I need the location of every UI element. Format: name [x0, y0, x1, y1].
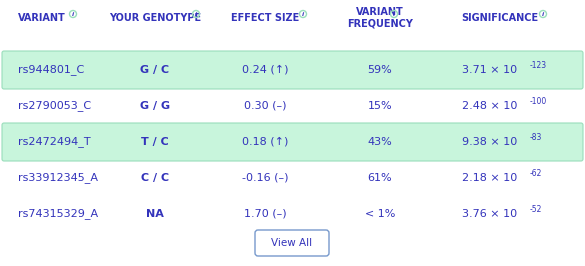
- Text: rs2790053_C: rs2790053_C: [18, 101, 91, 111]
- Text: -123: -123: [530, 60, 547, 69]
- Text: VARIANT
FREQUENCY: VARIANT FREQUENCY: [347, 7, 413, 29]
- Text: 3.76 × 10: 3.76 × 10: [462, 209, 517, 219]
- Text: i: i: [393, 12, 395, 17]
- Text: i: i: [72, 12, 74, 17]
- Text: 43%: 43%: [367, 137, 393, 147]
- Text: G / C: G / C: [140, 65, 170, 75]
- Text: 2.48 × 10: 2.48 × 10: [462, 101, 517, 111]
- Text: 0.18 (↑): 0.18 (↑): [242, 137, 288, 147]
- Text: rs74315329_A: rs74315329_A: [18, 209, 98, 219]
- Text: 1.70 (–): 1.70 (–): [244, 209, 286, 219]
- Text: -100: -100: [530, 97, 547, 106]
- Text: C / C: C / C: [141, 173, 169, 183]
- Text: rs2472494_T: rs2472494_T: [18, 136, 91, 147]
- Text: i: i: [542, 12, 544, 17]
- Text: rs33912345_A: rs33912345_A: [18, 173, 98, 184]
- Text: EFFECT SIZE: EFFECT SIZE: [231, 13, 299, 23]
- Text: -83: -83: [530, 132, 542, 142]
- Text: 3.71 × 10: 3.71 × 10: [462, 65, 517, 75]
- Text: < 1%: < 1%: [365, 209, 395, 219]
- Text: rs944801_C: rs944801_C: [18, 65, 84, 76]
- Text: NA: NA: [146, 209, 164, 219]
- Text: View All: View All: [271, 238, 312, 248]
- Text: i: i: [302, 12, 304, 17]
- Text: 15%: 15%: [368, 101, 393, 111]
- FancyBboxPatch shape: [2, 123, 583, 161]
- Text: YOUR GENOTYPE: YOUR GENOTYPE: [109, 13, 201, 23]
- Text: -52: -52: [530, 205, 542, 214]
- Text: T / C: T / C: [141, 137, 169, 147]
- Text: 0.24 (↑): 0.24 (↑): [242, 65, 288, 75]
- Text: 59%: 59%: [367, 65, 393, 75]
- Text: 9.38 × 10: 9.38 × 10: [462, 137, 517, 147]
- Text: G / G: G / G: [140, 101, 170, 111]
- Text: VARIANT: VARIANT: [18, 13, 66, 23]
- Text: 61%: 61%: [368, 173, 393, 183]
- Text: SIGNIFICANCE: SIGNIFICANCE: [462, 13, 539, 23]
- FancyBboxPatch shape: [255, 230, 329, 256]
- Text: i: i: [195, 12, 197, 17]
- Text: 2.18 × 10: 2.18 × 10: [462, 173, 517, 183]
- Text: 0.30 (–): 0.30 (–): [244, 101, 286, 111]
- FancyBboxPatch shape: [2, 51, 583, 89]
- Text: -62: -62: [530, 168, 542, 177]
- Text: -0.16 (–): -0.16 (–): [242, 173, 288, 183]
